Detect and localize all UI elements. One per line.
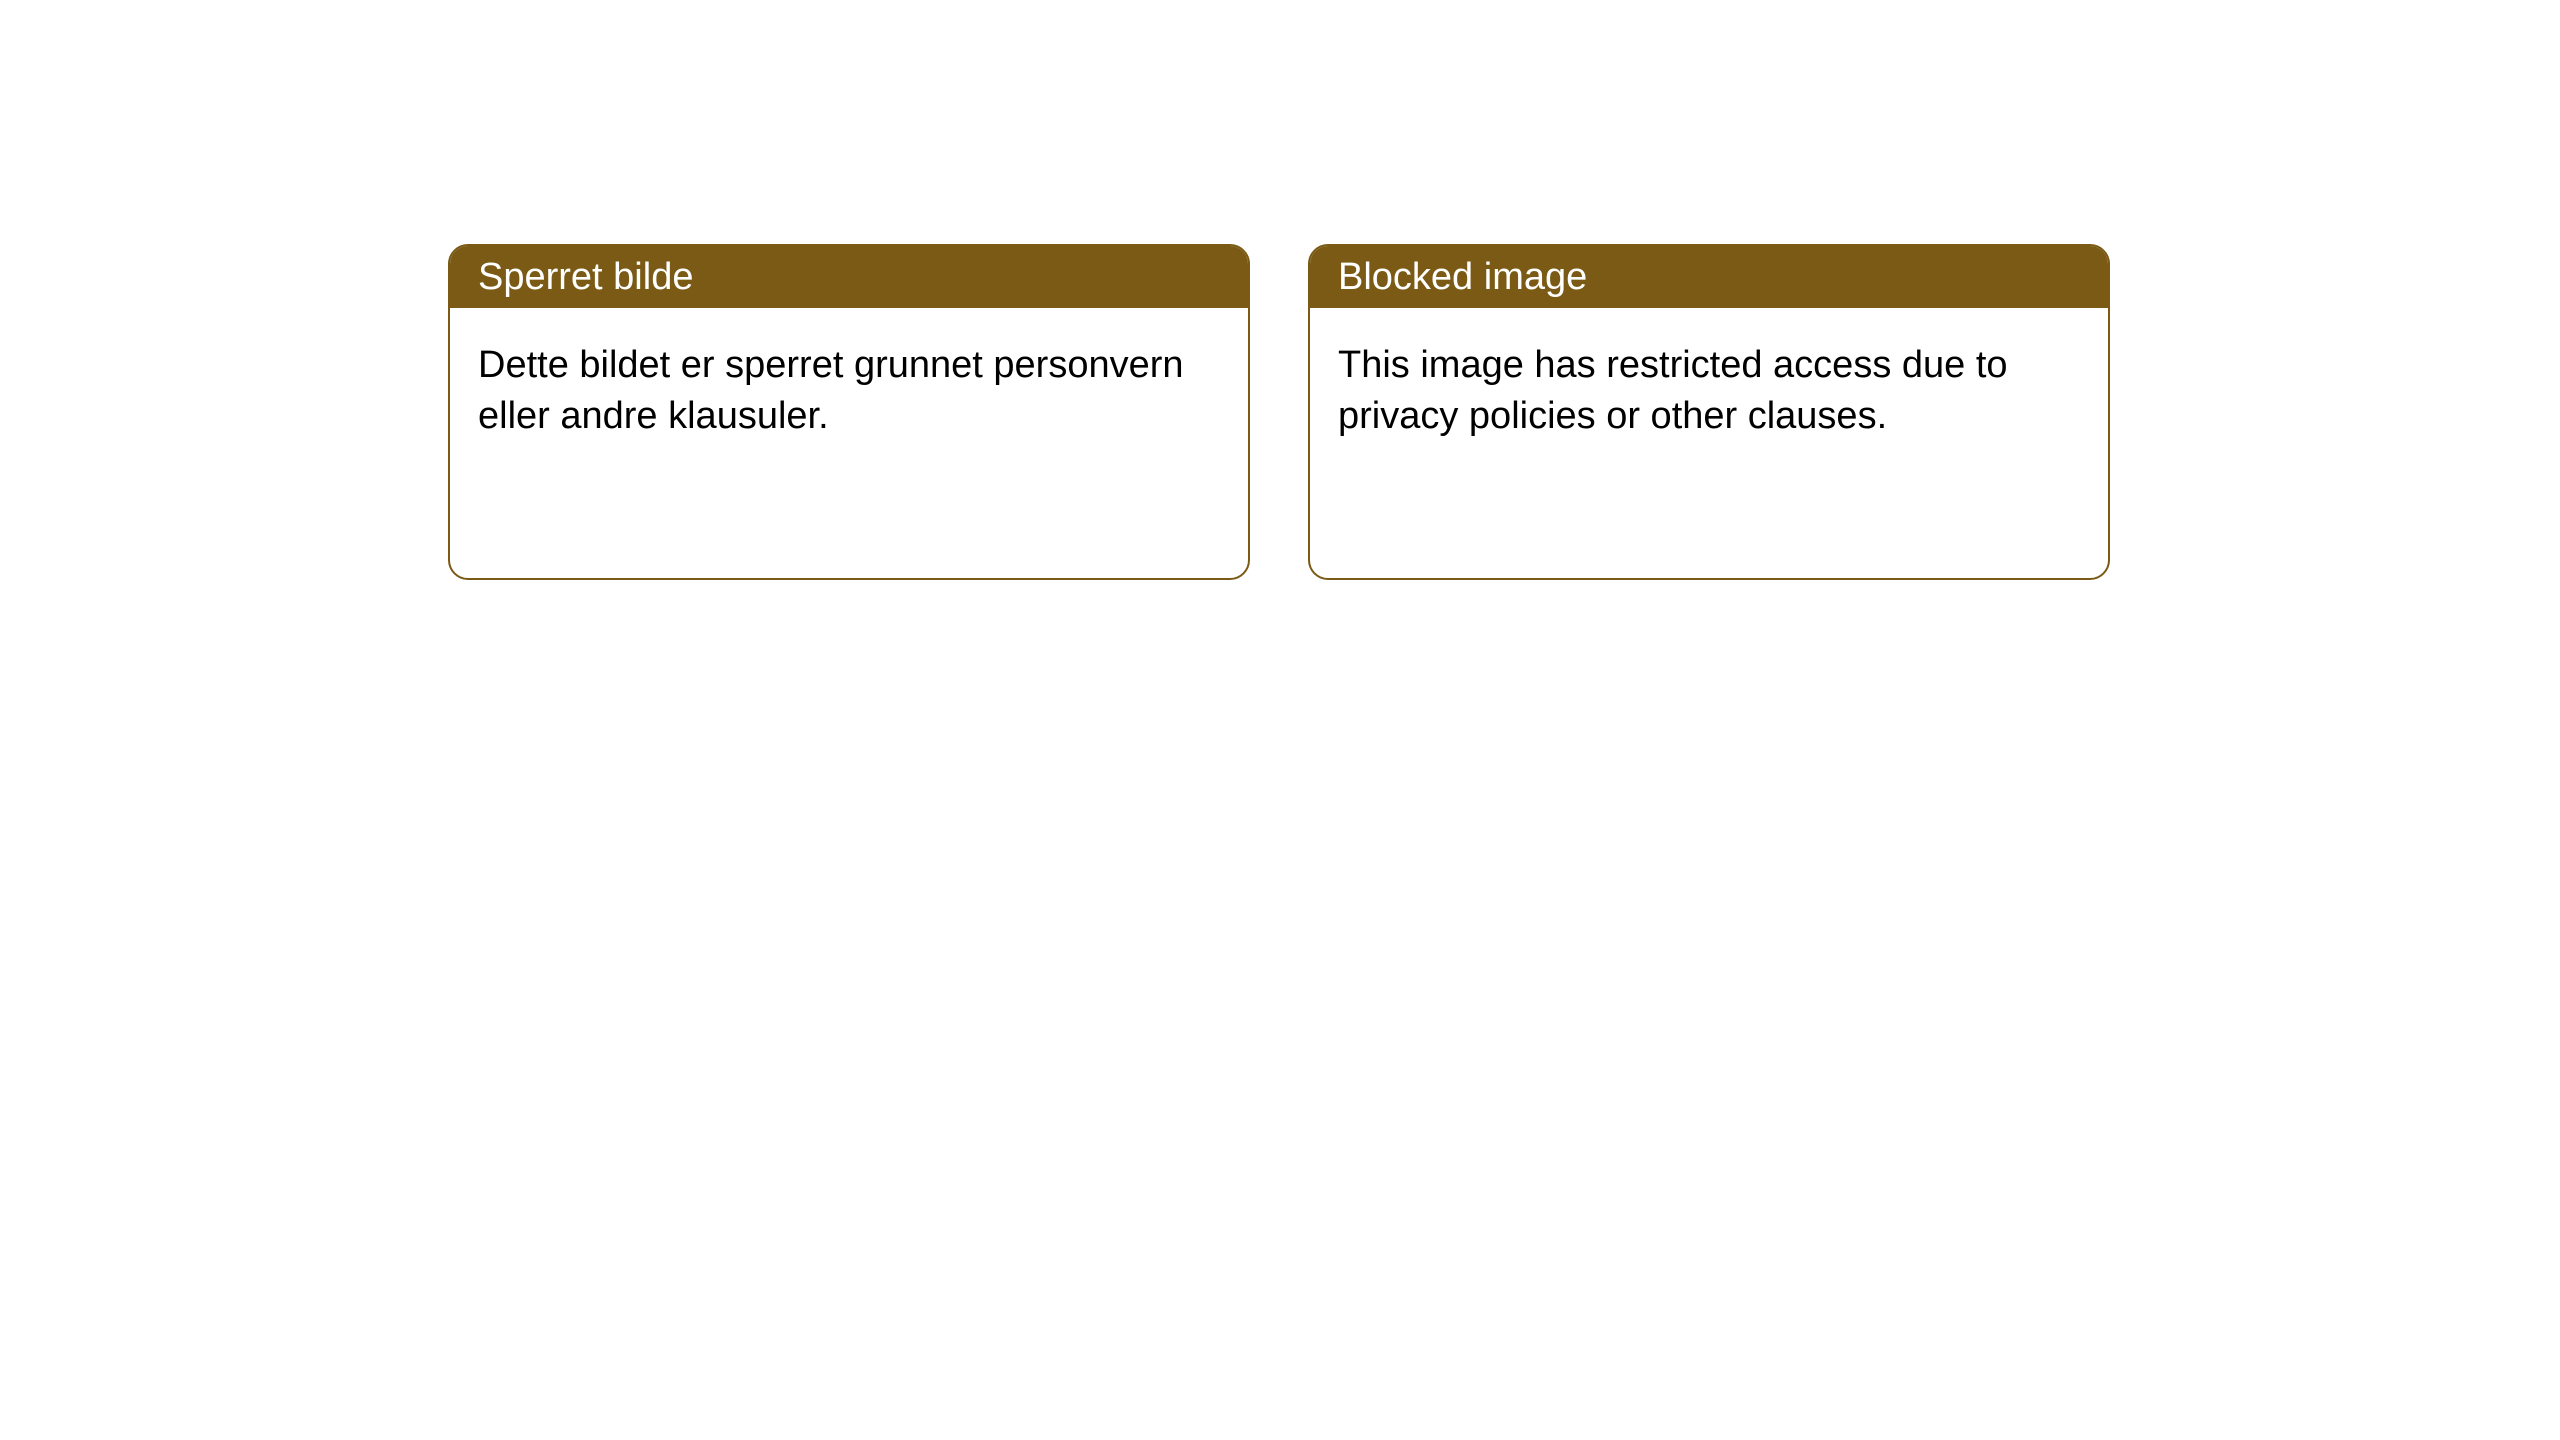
notice-body: Dette bildet er sperret grunnet personve…	[450, 308, 1248, 475]
notice-title: Sperret bilde	[478, 256, 693, 299]
notice-header: Blocked image	[1310, 246, 2108, 308]
notice-card-norwegian: Sperret bilde Dette bildet er sperret gr…	[448, 244, 1250, 580]
notice-body: This image has restricted access due to …	[1310, 308, 2108, 475]
notice-body-text: This image has restricted access due to …	[1338, 344, 2008, 437]
notice-body-text: Dette bildet er sperret grunnet personve…	[478, 344, 1184, 437]
notice-container: Sperret bilde Dette bildet er sperret gr…	[0, 0, 2560, 580]
notice-title: Blocked image	[1338, 256, 1587, 299]
notice-header: Sperret bilde	[450, 246, 1248, 308]
notice-card-english: Blocked image This image has restricted …	[1308, 244, 2110, 580]
